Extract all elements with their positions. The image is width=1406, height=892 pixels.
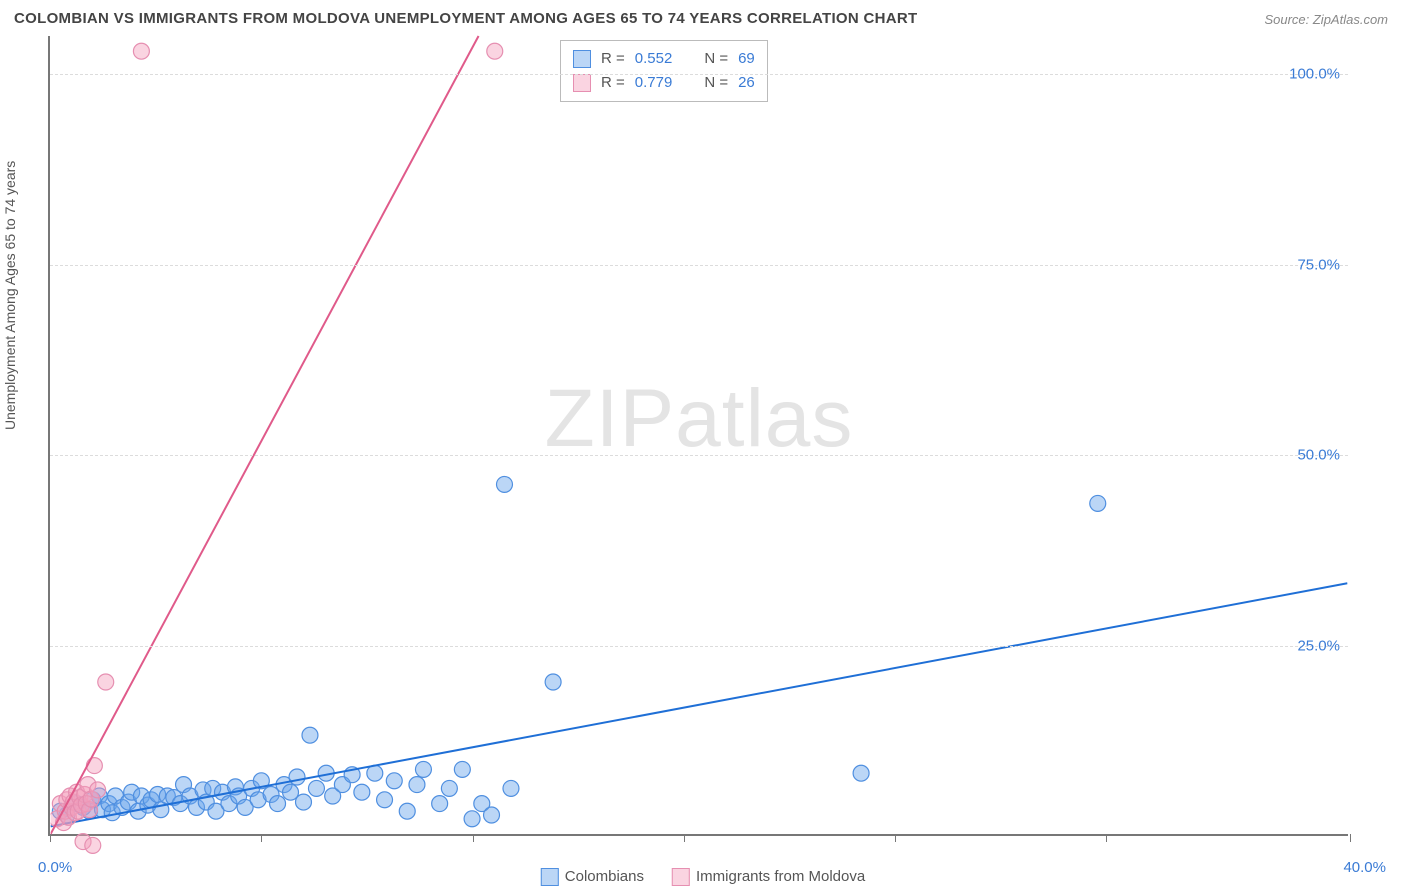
x-tick (1106, 834, 1107, 842)
data-point (296, 794, 312, 810)
data-point (399, 803, 415, 819)
data-point (853, 765, 869, 781)
x-tick (1350, 834, 1351, 842)
data-point (90, 782, 106, 798)
legend-label-colombians: Colombians (565, 868, 644, 885)
series-legend: Colombians Immigrants from Moldova (541, 868, 865, 886)
scatter-svg (50, 36, 1348, 834)
y-tick-label: 100.0% (1289, 66, 1340, 83)
y-axis-label: Unemployment Among Ages 65 to 74 years (2, 161, 18, 430)
gridline (50, 74, 1348, 75)
chart-title: COLOMBIAN VS IMMIGRANTS FROM MOLDOVA UNE… (14, 10, 918, 27)
data-point (503, 780, 519, 796)
data-point (497, 476, 513, 492)
data-point (441, 780, 457, 796)
trend-line (51, 583, 1348, 826)
data-point (86, 758, 102, 774)
y-tick-label: 25.0% (1297, 637, 1340, 654)
x-tick (261, 834, 262, 842)
x-min-label: 0.0% (38, 859, 72, 876)
gridline (50, 265, 1348, 266)
data-point (85, 837, 101, 853)
data-point (270, 796, 286, 812)
data-point (432, 796, 448, 812)
y-tick-label: 75.0% (1297, 256, 1340, 273)
data-point (415, 761, 431, 777)
trend-line (51, 36, 479, 834)
data-point (545, 674, 561, 690)
data-point (289, 769, 305, 785)
plot-area: ZIPatlas R = 0.552 N = 69 R = 0.779 N = … (48, 36, 1348, 836)
data-point (377, 792, 393, 808)
data-point (98, 674, 114, 690)
legend-item-moldova: Immigrants from Moldova (672, 868, 865, 886)
data-point (1090, 495, 1106, 511)
x-tick (684, 834, 685, 842)
data-point (386, 773, 402, 789)
data-point (302, 727, 318, 743)
legend-item-colombians: Colombians (541, 868, 644, 886)
x-tick (50, 834, 51, 842)
data-point (308, 780, 324, 796)
source-label: Source: ZipAtlas.com (1264, 12, 1388, 27)
data-point (133, 43, 149, 59)
data-point (409, 777, 425, 793)
legend-label-moldova: Immigrants from Moldova (696, 868, 865, 885)
x-tick (895, 834, 896, 842)
y-tick-label: 50.0% (1297, 447, 1340, 464)
data-point (354, 784, 370, 800)
data-point (454, 761, 470, 777)
data-point (487, 43, 503, 59)
x-max-label: 40.0% (1343, 859, 1386, 876)
data-point (484, 807, 500, 823)
legend-swatch-icon (541, 868, 559, 886)
gridline (50, 455, 1348, 456)
data-point (464, 811, 480, 827)
gridline (50, 646, 1348, 647)
legend-swatch-icon (672, 868, 690, 886)
x-tick (473, 834, 474, 842)
